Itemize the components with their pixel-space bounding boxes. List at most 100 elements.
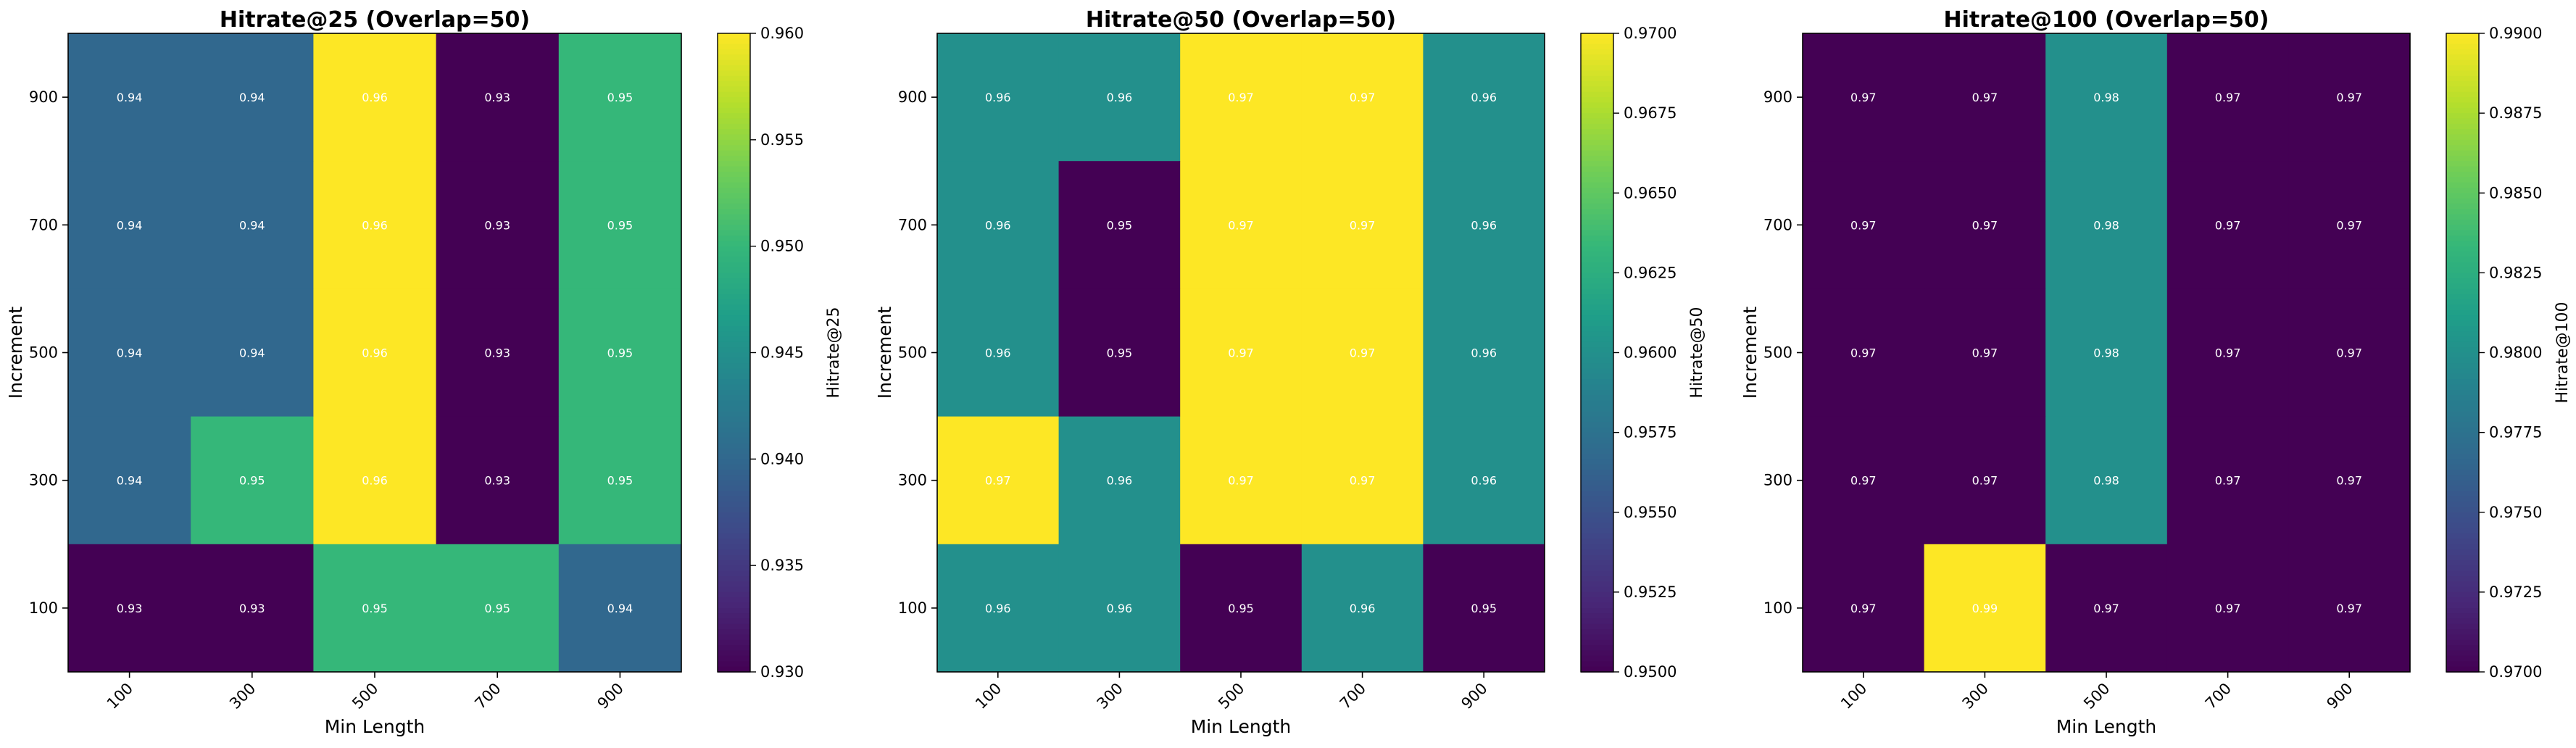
heatmap-cell	[1301, 288, 1424, 417]
colorbar-segment	[718, 518, 750, 524]
colorbar-segment	[1581, 507, 1613, 513]
colorbar-segment	[1581, 283, 1613, 290]
heatmap-cell	[2045, 416, 2168, 545]
colorbar-segment	[1581, 448, 1613, 454]
cell-value-label: 0.94	[239, 218, 265, 232]
cell-value-label: 0.96	[985, 91, 1011, 104]
cell-value-label: 0.93	[484, 346, 510, 360]
colorbar-segment	[718, 639, 750, 647]
colorbar-segment	[718, 161, 750, 167]
colorbar-segment	[2446, 523, 2479, 529]
cell-value-label: 0.97	[1228, 474, 1254, 488]
colorbar-segment	[718, 145, 750, 151]
colorbar-segment	[718, 252, 750, 258]
colorbar-segment	[2446, 252, 2479, 258]
colorbar-segment	[2446, 299, 2479, 306]
colorbar-tick-label: 0.9525	[1624, 583, 1677, 601]
colorbar-segment	[1581, 347, 1613, 354]
cell-value-label: 0.97	[985, 474, 1011, 488]
colorbar-segment	[2446, 225, 2479, 231]
heatmap-cell	[2045, 288, 2168, 417]
cell-value-label: 0.97	[1972, 218, 1998, 232]
colorbar-segment	[1581, 113, 1613, 120]
colorbar-tick-label: 0.9600	[1624, 344, 1677, 362]
colorbar-segment	[2446, 437, 2479, 444]
colorbar-segment	[1581, 230, 1613, 236]
colorbar-segment	[2446, 650, 2479, 657]
colorbar-segment	[1581, 129, 1613, 136]
colorbar-segment	[1581, 123, 1613, 130]
colorbar-segment	[718, 246, 750, 252]
colorbar-segment	[718, 33, 750, 40]
colorbar-segment	[2446, 214, 2479, 220]
colorbar-segment	[2446, 86, 2479, 93]
cell-value-label: 0.97	[1850, 602, 1877, 615]
colorbar-segment	[1581, 480, 1613, 486]
colorbar-segment	[1581, 155, 1613, 162]
colorbar-segment	[2446, 331, 2479, 338]
cell-value-label: 0.97	[2215, 346, 2241, 360]
colorbar-segment	[1581, 257, 1613, 263]
cell-value-label: 0.95	[1107, 218, 1133, 232]
cell-value-label: 0.94	[239, 91, 265, 104]
colorbar-tick-label: 0.9650	[1624, 184, 1677, 201]
cell-value-label: 0.96	[1471, 218, 1497, 232]
heatmap-cell	[1803, 544, 1925, 673]
colorbar: 0.9700 0.9725 0.9750 0.9775 0.9800 0.9825 0.98…	[2446, 25, 2572, 681]
colorbar-segment	[2446, 123, 2479, 130]
colorbar-segment	[2446, 528, 2479, 534]
colorbar-segment	[2446, 427, 2479, 433]
x-tick-label: 300	[1094, 680, 1126, 712]
colorbar-label: Hitrate@100	[2554, 302, 2572, 404]
cell-value-label: 0.97	[1350, 346, 1376, 360]
colorbar-segment	[1581, 554, 1613, 561]
heatmap-cell	[1423, 161, 1545, 289]
cell-value-label: 0.97	[1228, 91, 1254, 104]
colorbar-segment	[1581, 214, 1613, 220]
colorbar-segment	[2446, 363, 2479, 370]
x-tick-label: 500	[1215, 680, 1247, 712]
colorbar-segment	[2446, 395, 2479, 402]
cell-value-label: 0.93	[484, 218, 510, 232]
colorbar-segment	[718, 214, 750, 220]
colorbar-segment	[1581, 134, 1613, 141]
cell-value-label: 0.95	[362, 602, 388, 615]
heatmap-cell	[2288, 161, 2411, 289]
heatmap-cell	[2045, 161, 2168, 289]
colorbar-tick-label: 0.960	[760, 25, 804, 42]
colorbar-segment	[2446, 586, 2479, 593]
colorbar-segment	[718, 315, 750, 322]
colorbar-segment	[2446, 384, 2479, 391]
colorbar-tick-label: 0.945	[760, 344, 804, 362]
colorbar-segment	[718, 182, 750, 188]
colorbar-segment	[1581, 486, 1613, 492]
colorbar-tick-label: 0.9825	[2489, 264, 2542, 281]
y-tick-label: 500	[898, 344, 927, 362]
heatmap-cell	[1924, 161, 2046, 289]
cell-value-label: 0.97	[1350, 218, 1376, 232]
x-axis-label: Min Length	[325, 716, 425, 737]
colorbar-segment	[2446, 623, 2479, 631]
heatmap-cell	[1924, 33, 2046, 162]
colorbar-segment	[718, 443, 750, 449]
colorbar-segment	[1581, 655, 1613, 662]
heatmap-panel-2: 0.96 0.96 0.97 0.97 0.96 0.96 0.95 0.97 0.97 0.96…	[874, 7, 1706, 737]
colorbar-segment	[2446, 502, 2479, 508]
heatmap-cell	[558, 544, 682, 673]
colorbar-segment	[1581, 262, 1613, 268]
colorbar-segment	[718, 59, 750, 66]
colorbar-segment	[2446, 65, 2479, 72]
colorbar-tick-label: 0.9800	[2489, 344, 2542, 362]
colorbar-segment	[718, 539, 750, 545]
colorbar-segment	[1581, 325, 1613, 332]
colorbar-segment	[1581, 187, 1613, 194]
colorbar-segment	[718, 139, 750, 146]
colorbar-segment	[1581, 309, 1613, 316]
cell-value-label: 0.93	[239, 602, 265, 615]
chart-title: Hitrate@100 (Overlap=50)	[1943, 7, 2269, 33]
colorbar: 0.9500 0.9525 0.9550 0.9575 0.9600 0.9625 0.96…	[1580, 25, 1706, 681]
colorbar-segment	[718, 411, 750, 417]
heatmap-cell	[1058, 544, 1181, 673]
colorbar-segment	[2446, 336, 2479, 343]
heatmap-cell	[436, 288, 560, 417]
